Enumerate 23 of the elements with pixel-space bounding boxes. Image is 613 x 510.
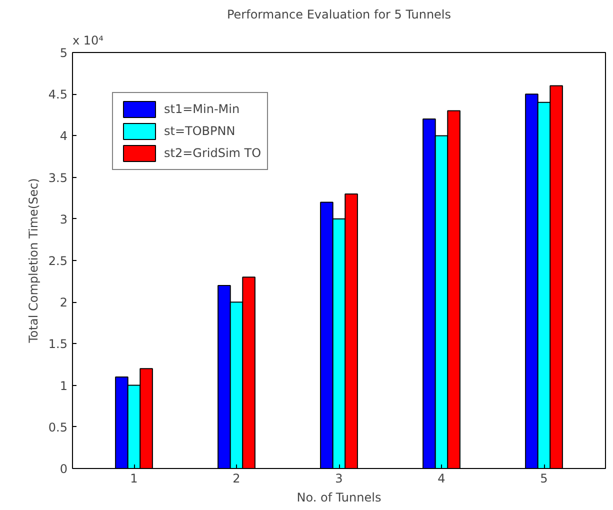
y-tick-label: 4 [60,129,68,144]
x-tick-label: 2 [232,472,240,486]
y-tick-label: 3.5 [48,170,68,185]
y-tick-label: 2 [60,296,68,310]
y-tick-label: 1.5 [48,337,68,352]
y-tick-label: 5 [60,46,68,60]
legend-label: st1=Min-Min [164,102,240,116]
y-axis-title: Total Completion Time(Sec) [26,178,40,344]
x-tick-label: 4 [438,472,446,486]
x-axis-title: No. of Tunnels [296,490,382,504]
x-tick-label: 5 [540,472,548,486]
y-tick-label: 0 [60,462,68,476]
y-tick-label: 2.5 [48,254,68,268]
x-tick-label: 1 [130,472,138,486]
y-tick-label: 1 [60,378,68,393]
chart-title: Performance Evaluation for 5 Tunnels [226,8,452,22]
legend-label: st2=GridSim TO [164,146,262,160]
text: x 10⁴ [72,34,104,48]
legend-label: st=TOBPNN [164,124,236,138]
x-tick-label: 3 [335,472,343,486]
y-tick-label: 0.5 [48,420,68,434]
y-tick-label: 3 [60,212,68,226]
y-tick-label: 4.5 [48,88,68,102]
